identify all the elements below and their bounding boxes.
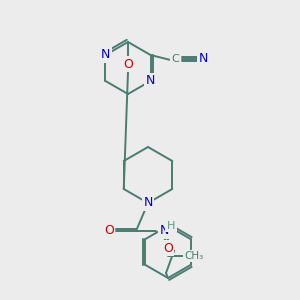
Text: N: N: [101, 49, 110, 62]
Text: N: N: [143, 196, 153, 209]
Text: N: N: [199, 52, 208, 65]
Text: C: C: [172, 54, 179, 64]
Text: N: N: [146, 74, 155, 88]
Text: H: H: [167, 221, 175, 231]
Text: CH₃: CH₃: [184, 251, 204, 261]
Text: O: O: [163, 242, 173, 254]
Text: O: O: [123, 58, 133, 70]
Text: N: N: [159, 224, 169, 238]
Text: O: O: [104, 224, 114, 238]
